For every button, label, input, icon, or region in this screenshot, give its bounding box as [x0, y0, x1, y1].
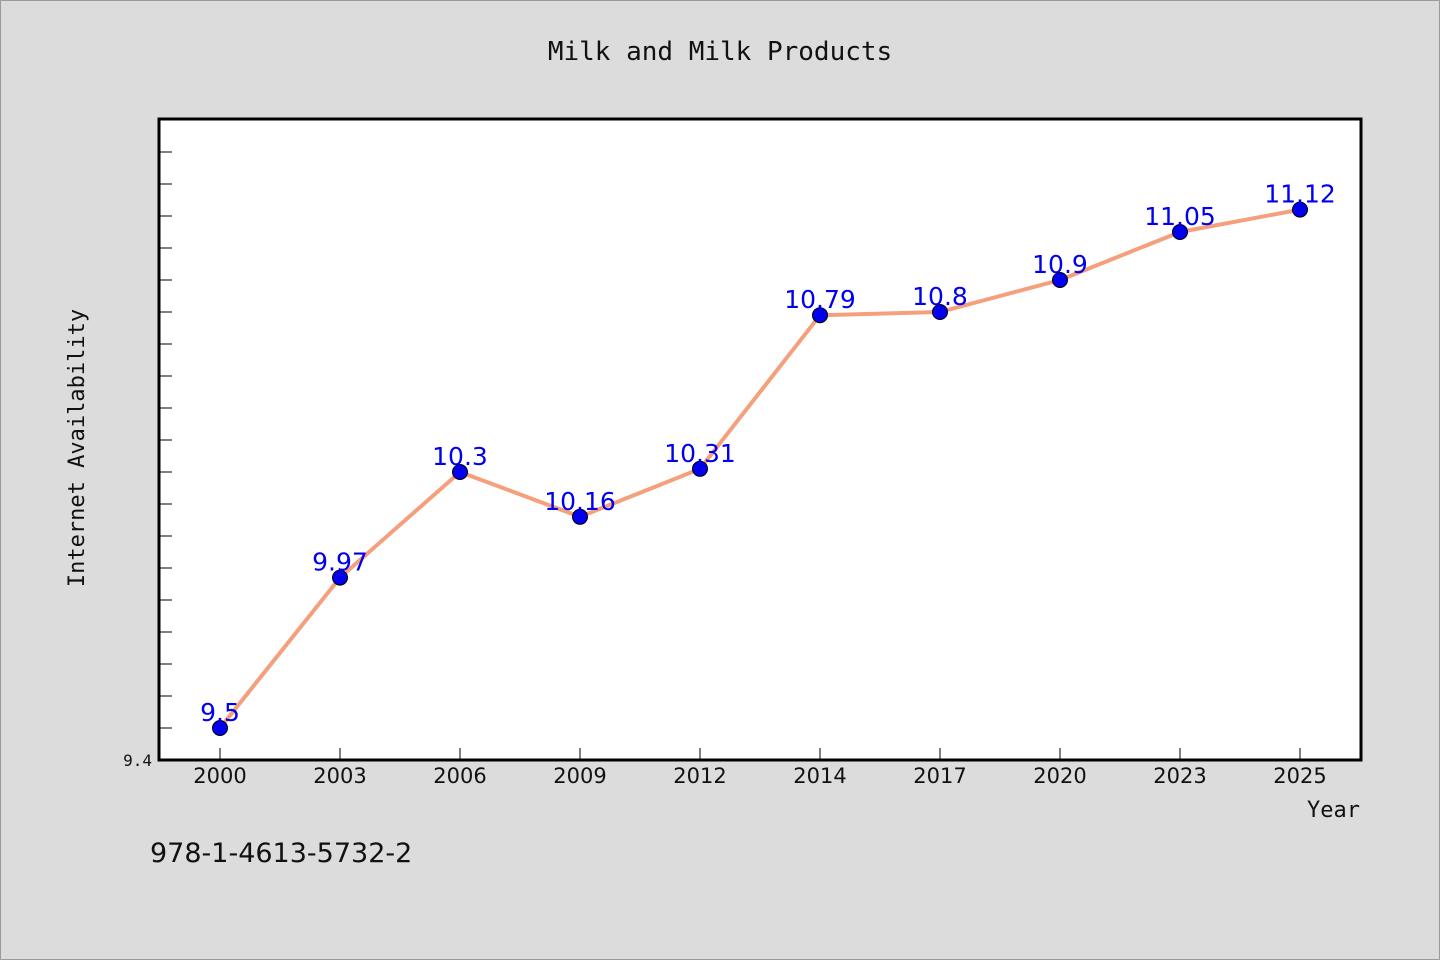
data-label: 10.16 — [544, 487, 616, 516]
footer-code: 978-1-4613-5732-2 — [150, 838, 412, 869]
data-label: 11.05 — [1144, 202, 1216, 231]
x-axis-ticks — [219, 748, 1301, 760]
data-point — [452, 464, 468, 480]
y-axis-ticks — [160, 151, 172, 729]
data-label: 11.12 — [1264, 180, 1336, 209]
data-label: 10.3 — [432, 442, 488, 471]
x-tick-label: 2020 — [1033, 764, 1086, 788]
data-label: 10.31 — [664, 439, 736, 468]
x-tick-label: 2000 — [193, 764, 246, 788]
x-tick-label: 2014 — [793, 764, 846, 788]
x-axis-tick-labels: 2000 2003 2006 2009 2012 2014 2017 2020 2023 2025 — [193, 764, 1326, 788]
data-point — [692, 460, 708, 477]
y-tick-label-min: 9.4 — [123, 751, 152, 770]
x-axis-title: Year — [1307, 798, 1360, 823]
data-point — [812, 307, 828, 324]
data-label: 10.8 — [912, 282, 968, 311]
x-tick-label: 2006 — [433, 764, 486, 788]
data-point — [1172, 224, 1188, 240]
data-label: 9.97 — [312, 548, 368, 577]
data-point — [1052, 272, 1068, 288]
plot-area — [157, 117, 1363, 762]
x-tick-label: 2003 — [313, 764, 366, 788]
x-tick-label: 2012 — [673, 764, 726, 788]
data-point — [932, 304, 948, 320]
y-axis-title: Internet Availability — [65, 309, 90, 587]
data-labels: 9.5 9.97 10.3 10.16 10.31 10.79 10.8 10.9 11.05 1… — [200, 180, 1336, 727]
data-label: 9.5 — [200, 698, 240, 727]
x-tick-label: 2025 — [1273, 764, 1326, 788]
data-point — [572, 508, 588, 525]
x-tick-label: 2009 — [553, 764, 606, 788]
chart-title: Milk and Milk Products — [548, 37, 892, 67]
data-point — [1292, 201, 1308, 218]
x-tick-label: 2017 — [913, 764, 966, 788]
data-label: 10.9 — [1032, 250, 1088, 279]
x-tick-label: 2023 — [1153, 764, 1206, 788]
series-markers — [212, 201, 1308, 736]
series-line — [218, 207, 1302, 730]
data-point — [212, 720, 228, 736]
data-point — [332, 569, 348, 586]
data-label: 10.79 — [784, 285, 856, 314]
